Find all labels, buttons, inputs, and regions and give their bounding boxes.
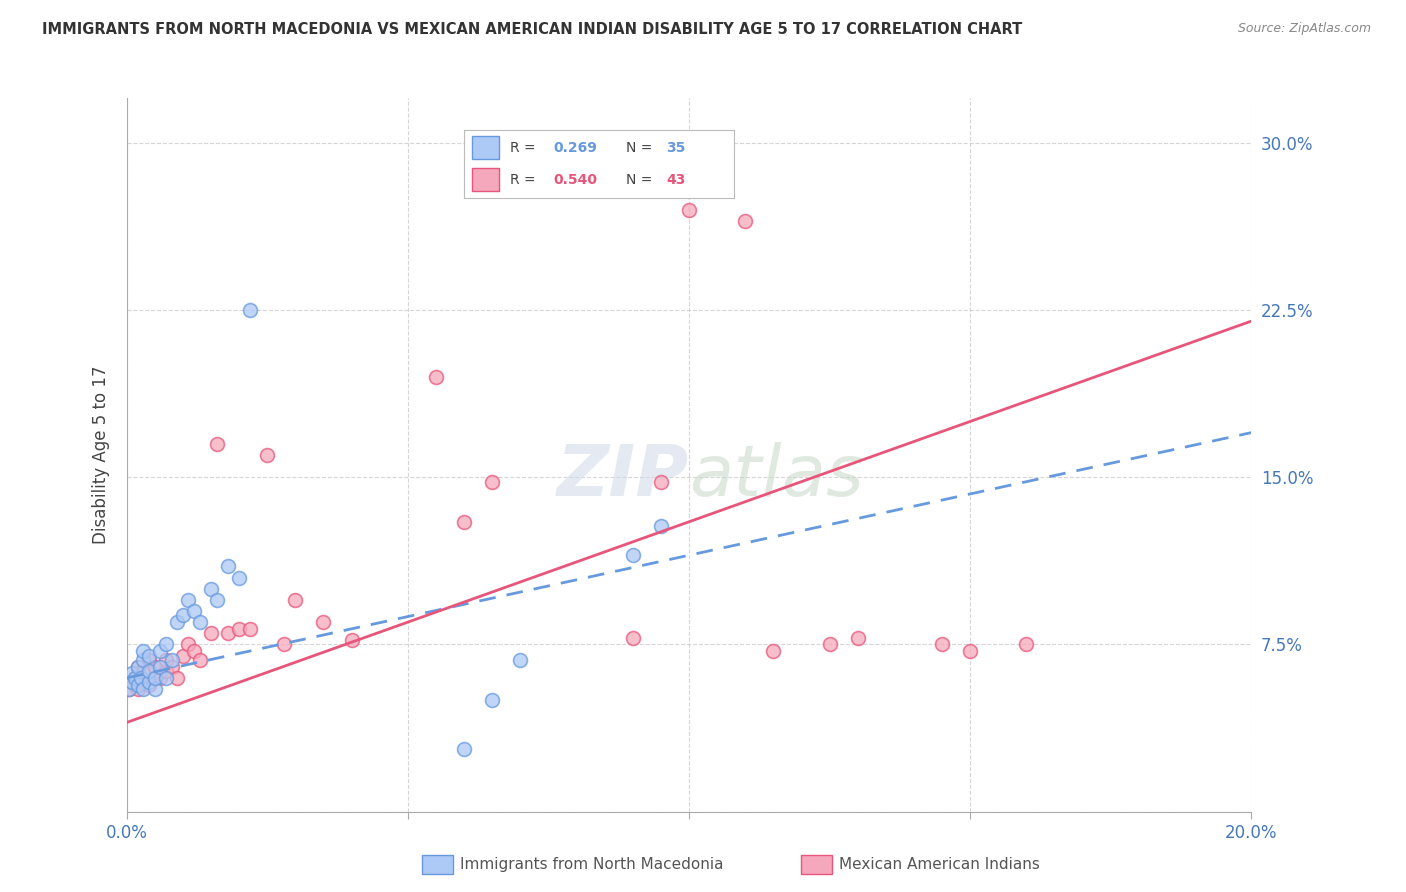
Point xyxy=(312,615,335,630)
Point xyxy=(138,648,160,663)
Point xyxy=(160,653,183,667)
Text: R =: R = xyxy=(510,141,540,155)
Point xyxy=(183,604,205,618)
Point xyxy=(621,548,644,563)
Text: Immigrants from North Macedonia: Immigrants from North Macedonia xyxy=(460,857,723,871)
Point xyxy=(166,615,188,630)
Point xyxy=(129,671,152,685)
Bar xyxy=(472,136,499,160)
Point xyxy=(132,653,155,667)
Point xyxy=(155,653,177,667)
Point xyxy=(217,626,239,640)
Point xyxy=(155,637,177,651)
Point xyxy=(931,637,953,651)
Point xyxy=(205,592,228,607)
Point xyxy=(149,644,172,658)
Point xyxy=(172,648,194,663)
Point xyxy=(118,681,141,696)
Point xyxy=(188,615,211,630)
Text: Mexican American Indians: Mexican American Indians xyxy=(839,857,1040,871)
Point xyxy=(762,644,785,658)
Point xyxy=(138,675,160,690)
Text: 0.269: 0.269 xyxy=(553,141,598,155)
Point xyxy=(200,626,222,640)
Point xyxy=(127,660,149,674)
Point xyxy=(172,608,194,623)
Point xyxy=(132,681,155,696)
Bar xyxy=(472,169,499,191)
Point xyxy=(138,653,160,667)
Point xyxy=(205,436,228,450)
Text: 43: 43 xyxy=(666,173,686,186)
Point xyxy=(621,631,644,645)
Point xyxy=(121,666,143,681)
Text: Source: ZipAtlas.com: Source: ZipAtlas.com xyxy=(1237,22,1371,36)
Point xyxy=(650,475,672,489)
Point xyxy=(143,660,166,674)
Point xyxy=(239,622,262,636)
Text: N =: N = xyxy=(626,141,657,155)
Point xyxy=(453,742,475,756)
Point xyxy=(228,622,250,636)
Point xyxy=(132,675,155,690)
Point xyxy=(143,681,166,696)
Point xyxy=(453,515,475,529)
Point xyxy=(124,671,146,685)
Point xyxy=(256,448,278,462)
Text: R =: R = xyxy=(510,173,540,186)
Point xyxy=(132,644,155,658)
Point xyxy=(127,678,149,692)
Point xyxy=(155,671,177,685)
Point xyxy=(481,693,503,707)
Point xyxy=(340,633,363,648)
Point xyxy=(183,644,205,658)
Point xyxy=(124,671,146,685)
Point xyxy=(481,475,503,489)
Text: 0.540: 0.540 xyxy=(553,173,598,186)
Point xyxy=(138,678,160,692)
Point xyxy=(166,671,188,685)
Point xyxy=(273,637,295,651)
Text: IMMIGRANTS FROM NORTH MACEDONIA VS MEXICAN AMERICAN INDIAN DISABILITY AGE 5 TO 1: IMMIGRANTS FROM NORTH MACEDONIA VS MEXIC… xyxy=(42,22,1022,37)
Point xyxy=(149,671,172,685)
Text: N =: N = xyxy=(626,173,657,186)
Point xyxy=(509,653,531,667)
Point xyxy=(959,644,981,658)
Point xyxy=(143,671,166,685)
Point xyxy=(734,213,756,227)
Point xyxy=(127,681,149,696)
Point xyxy=(138,664,160,678)
Point xyxy=(425,369,447,384)
Point xyxy=(177,592,200,607)
Point xyxy=(217,559,239,574)
Point xyxy=(132,664,155,678)
Point xyxy=(678,202,700,217)
Point xyxy=(121,675,143,690)
Point xyxy=(177,637,200,651)
Point xyxy=(228,571,250,585)
Point xyxy=(200,582,222,596)
Point xyxy=(118,681,141,696)
Point xyxy=(284,592,307,607)
Point xyxy=(846,631,869,645)
Point xyxy=(155,664,177,678)
Point xyxy=(143,671,166,685)
Point xyxy=(650,519,672,533)
Text: ZIP: ZIP xyxy=(557,442,689,511)
Point xyxy=(127,660,149,674)
Text: 35: 35 xyxy=(666,141,686,155)
Point xyxy=(239,303,262,318)
Point xyxy=(818,637,841,651)
Y-axis label: Disability Age 5 to 17: Disability Age 5 to 17 xyxy=(91,366,110,544)
Point xyxy=(121,675,143,690)
Point xyxy=(1015,637,1038,651)
Point xyxy=(188,653,211,667)
Point xyxy=(160,660,183,674)
Text: atlas: atlas xyxy=(689,442,863,511)
Point xyxy=(149,660,172,674)
